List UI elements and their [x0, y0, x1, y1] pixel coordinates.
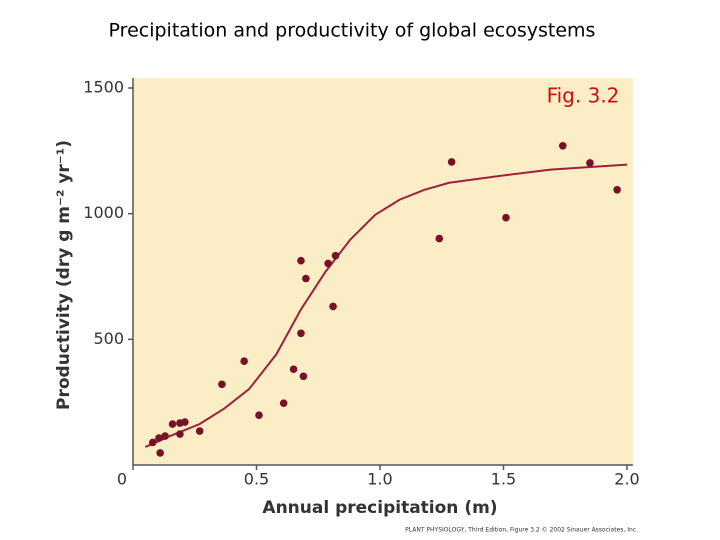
data-point — [148, 438, 157, 447]
x-axis-label: Annual precipitation (m) — [262, 498, 497, 518]
data-point — [195, 427, 204, 435]
y-tick-label: 500 — [93, 329, 124, 348]
data-point — [558, 142, 567, 150]
data-point — [156, 449, 164, 457]
data-point — [302, 274, 310, 283]
y-axis-label: Productivity (dry g m⁻² yr⁻¹) — [54, 140, 74, 410]
data-point — [161, 432, 169, 440]
x-tick-label: 2.0 — [614, 470, 639, 489]
data-point — [168, 420, 177, 428]
data-point — [279, 399, 288, 407]
data-point — [218, 380, 226, 389]
data-point — [329, 302, 337, 311]
data-point — [297, 329, 305, 338]
data-point — [331, 251, 340, 260]
x-tick-label: 0.5 — [244, 470, 269, 489]
data-point — [613, 185, 621, 194]
plot-background — [133, 78, 633, 465]
data-point — [297, 256, 305, 265]
data-point — [502, 213, 510, 222]
y-tick-label: 1000 — [83, 203, 124, 222]
y-tick-label: 1500 — [83, 78, 124, 97]
x-tick-label: 0 — [117, 470, 127, 489]
annotation: Fig. 3.2 — [547, 84, 620, 108]
data-point — [299, 372, 308, 381]
data-point — [435, 234, 444, 243]
data-point — [586, 159, 594, 167]
chart-title: Precipitation and productivity of global… — [109, 20, 596, 42]
data-point — [289, 365, 298, 374]
data-point — [176, 430, 184, 438]
x-tick-label: 1.0 — [367, 470, 392, 489]
data-point — [240, 357, 248, 365]
data-point — [255, 411, 263, 420]
data-point — [155, 434, 163, 442]
data-point — [447, 158, 456, 166]
data-point — [181, 418, 189, 426]
x-tick-label: 1.5 — [491, 470, 516, 489]
credit: PLANT PHYSIOLOGY, Third Edition, Figure … — [405, 527, 638, 534]
data-point — [324, 259, 332, 268]
